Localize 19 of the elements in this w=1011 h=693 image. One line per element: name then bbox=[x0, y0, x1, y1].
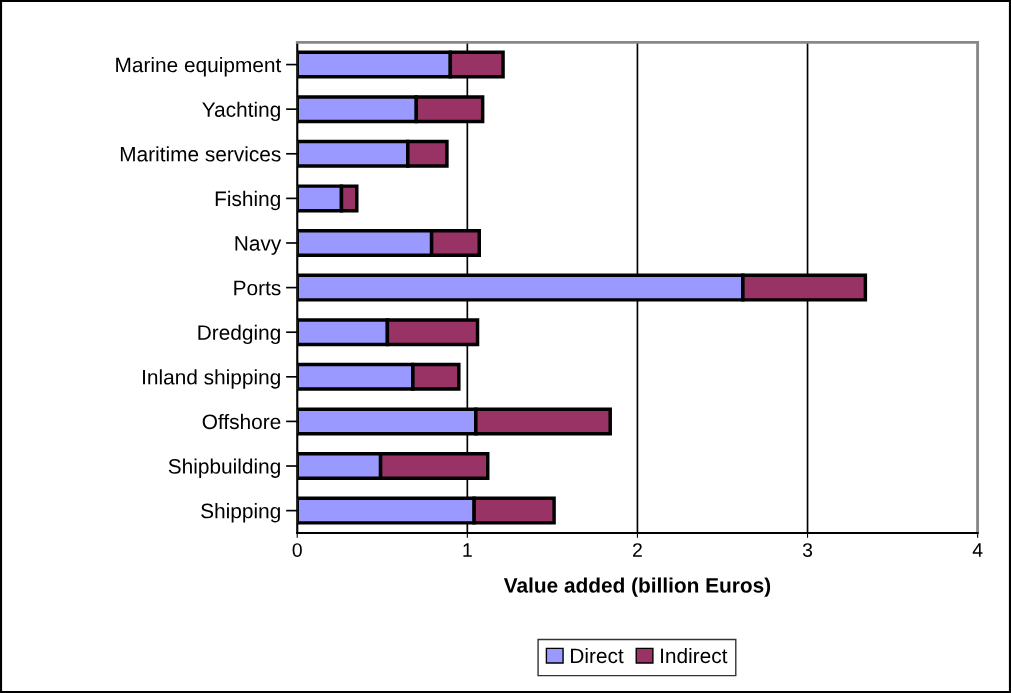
y-tick-label: Yachting bbox=[202, 101, 280, 122]
y-tick-label: Offshore bbox=[202, 413, 281, 430]
x-tick-label: 0 bbox=[292, 543, 302, 557]
legend-label: Indirect bbox=[661, 647, 728, 664]
x-tick-label: 4 bbox=[972, 543, 983, 557]
x-axis-title: Value added (billion Euros) bbox=[503, 577, 771, 597]
y-tick-label: Dredging bbox=[198, 324, 280, 345]
y-tick-label: Shipbuilding bbox=[168, 458, 280, 478]
y-tick-label: Marine equipment bbox=[116, 57, 282, 77]
y-tick-label: Ports bbox=[234, 280, 281, 296]
legend-label: Direct bbox=[571, 647, 624, 664]
y-tick-label: Fishing bbox=[215, 190, 280, 211]
y-tick-label: Shipping bbox=[201, 503, 280, 523]
x-tick-label: 3 bbox=[802, 543, 813, 557]
y-tick-label: Maritime services bbox=[120, 146, 281, 162]
y-tick-label: Inland shipping bbox=[143, 369, 280, 389]
x-tick-label: 2 bbox=[633, 543, 642, 557]
y-tick-label: Navy bbox=[235, 236, 282, 255]
x-tick-label: 1 bbox=[463, 543, 472, 557]
